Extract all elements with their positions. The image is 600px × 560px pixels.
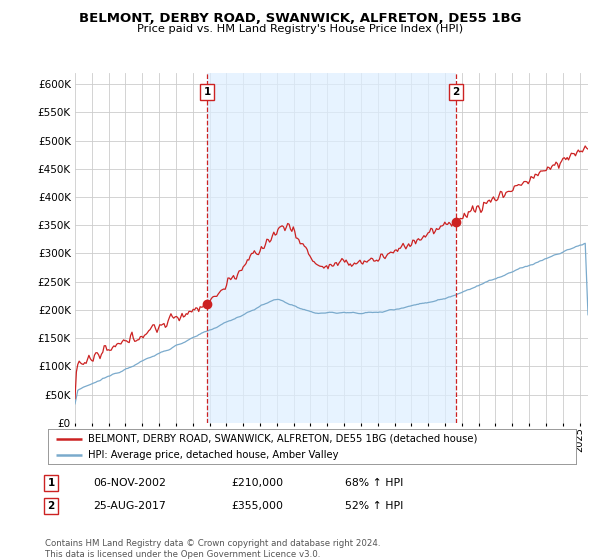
Text: 52% ↑ HPI: 52% ↑ HPI [345,501,403,511]
Text: 1: 1 [203,87,211,97]
Text: 2: 2 [452,87,460,97]
Text: 68% ↑ HPI: 68% ↑ HPI [345,478,403,488]
Text: 06-NOV-2002: 06-NOV-2002 [93,478,166,488]
Text: 2: 2 [47,501,55,511]
Text: Price paid vs. HM Land Registry's House Price Index (HPI): Price paid vs. HM Land Registry's House … [137,24,463,34]
Text: Contains HM Land Registry data © Crown copyright and database right 2024.
This d: Contains HM Land Registry data © Crown c… [45,539,380,559]
Bar [207,73,456,423]
Text: 1: 1 [47,478,55,488]
Text: BELMONT, DERBY ROAD, SWANWICK, ALFRETON, DE55 1BG (detached house): BELMONT, DERBY ROAD, SWANWICK, ALFRETON,… [88,433,477,444]
Text: 25-AUG-2017: 25-AUG-2017 [93,501,166,511]
Text: £210,000: £210,000 [231,478,283,488]
Text: HPI: Average price, detached house, Amber Valley: HPI: Average price, detached house, Ambe… [88,450,338,460]
Text: £355,000: £355,000 [231,501,283,511]
Text: BELMONT, DERBY ROAD, SWANWICK, ALFRETON, DE55 1BG: BELMONT, DERBY ROAD, SWANWICK, ALFRETON,… [79,12,521,25]
